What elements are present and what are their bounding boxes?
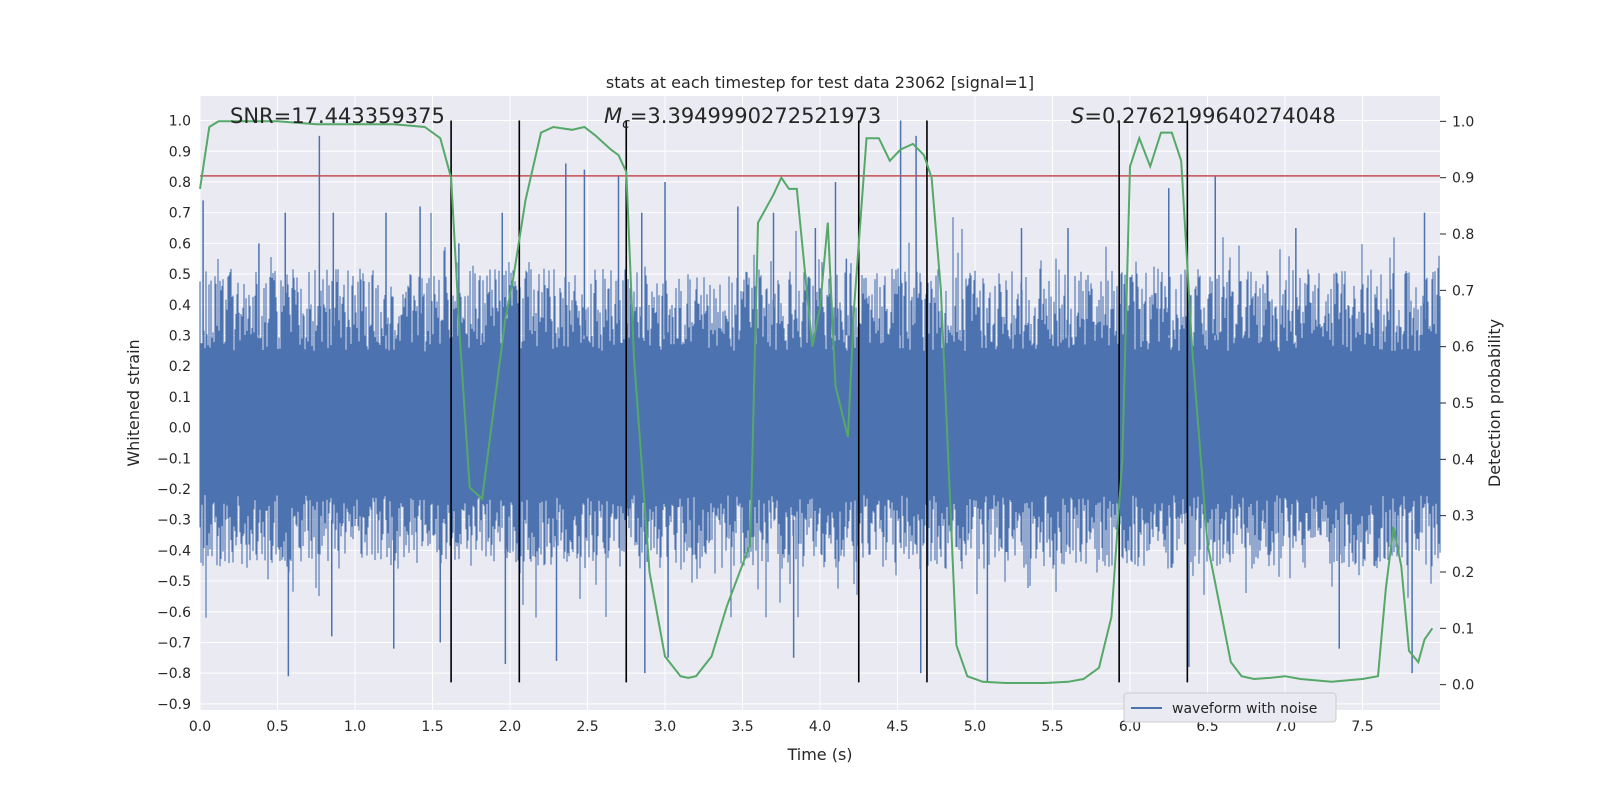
x-tick-label: 2.5 — [576, 719, 598, 735]
x-tick-label: 7.0 — [1274, 719, 1296, 735]
x-tick-label: 6.5 — [1196, 719, 1218, 735]
x-tick-label: 3.0 — [654, 719, 676, 735]
y-left-tick-label: −0.4 — [157, 543, 191, 559]
x-tick-label: 0.0 — [189, 719, 211, 735]
strain-series — [199, 120, 1441, 683]
x-tick-label: 5.5 — [1041, 719, 1063, 735]
probability-line — [199, 120, 1434, 684]
y-left-tick-label: −0.2 — [157, 482, 191, 498]
y-left-tick-label: 0.6 — [169, 236, 191, 252]
event-markers — [450, 120, 1189, 683]
y-right-tick-label: 0.8 — [1452, 227, 1474, 243]
probability-series — [199, 120, 1434, 684]
y-right-tick-label: 0.0 — [1452, 678, 1474, 694]
y-right-tick-label: 0.2 — [1452, 565, 1474, 581]
x-axis-label: Time (s) — [786, 745, 852, 764]
chirp-mass-symbol: M — [604, 104, 622, 128]
x-tick-label: 6.0 — [1119, 719, 1141, 735]
x-tick-label: 1.0 — [344, 719, 366, 735]
legend: waveform with noise — [1123, 692, 1337, 723]
x-tick-label: 1.5 — [421, 719, 443, 735]
y-left-tick-label: 0.0 — [169, 421, 191, 437]
y-left-tick-label: 0.4 — [169, 298, 191, 314]
y-left-tick-label: −0.8 — [157, 666, 191, 682]
y-left-tick-label: 0.9 — [169, 144, 191, 160]
y-right-tick-label: 0.6 — [1452, 340, 1474, 356]
y-right-tick-label: 0.3 — [1452, 509, 1474, 525]
y-left-tick-label: −0.6 — [157, 605, 191, 621]
y-left-tick-label: 0.1 — [169, 390, 191, 406]
y-left-tick-label: 0.8 — [169, 175, 191, 191]
spin-annotation: S=0.2762199640274048 — [1071, 104, 1336, 128]
y-left-tick-label: −0.3 — [157, 513, 191, 529]
x-tick-label: 2.0 — [499, 719, 521, 735]
x-tick-label: 4.0 — [809, 719, 831, 735]
x-tick-label: 0.5 — [266, 719, 288, 735]
y-left-tick-label: 0.5 — [169, 267, 191, 283]
y-right-tick-label: 1.0 — [1452, 114, 1474, 130]
y-left-tick-label: 0.7 — [169, 206, 191, 222]
chirp-mass-annotation: Mc=3.3949990272521973 — [604, 104, 881, 132]
y-left-tick-label: 1.0 — [169, 114, 191, 130]
x-tick-label: 3.5 — [731, 719, 753, 735]
spin-value: =0.2762199640274048 — [1084, 104, 1335, 128]
y-right-tick-label: 0.7 — [1452, 283, 1474, 299]
y-right-tick-label: 0.4 — [1452, 452, 1474, 468]
y-left-tick-label: 0.2 — [169, 359, 191, 375]
y-left-tick-label: −0.7 — [157, 635, 191, 651]
x-tick-label: 5.0 — [964, 719, 986, 735]
legend-label: waveform with noise — [1172, 701, 1317, 717]
tick-labels: 0.0 0.5 1.0 1.5 2.0 2.5 3.0 3.5 4.0 4.5 5.0 5.5 6.0 6… — [157, 114, 1474, 735]
y-right-tick-label: 0.5 — [1452, 396, 1474, 412]
legend-box — [1123, 692, 1337, 723]
y-left-tick-label: −0.9 — [157, 697, 191, 713]
chirp-mass-subscript: c — [622, 116, 630, 132]
snr-annotation: SNR=17.443359375 — [230, 104, 445, 128]
spin-symbol: S — [1071, 104, 1084, 128]
strain-trace — [199, 212, 1441, 618]
chirp-mass-value: =3.3949990272521973 — [630, 104, 881, 128]
x-tick-label: 4.5 — [886, 719, 908, 735]
chart-title: stats at each timestep for test data 230… — [606, 73, 1034, 92]
y-left-tick-label: −0.5 — [157, 574, 191, 590]
y-axis-label-left: Whitened strain — [124, 339, 143, 466]
x-tick-label: 7.5 — [1351, 719, 1373, 735]
y-right-tick-label: 0.9 — [1452, 171, 1474, 187]
y-left-tick-label: 0.3 — [169, 328, 191, 344]
y-axis-label-right: Detection probability — [1485, 319, 1504, 487]
y-right-tick-label: 0.1 — [1452, 621, 1474, 637]
y-left-tick-label: −0.1 — [157, 451, 191, 467]
